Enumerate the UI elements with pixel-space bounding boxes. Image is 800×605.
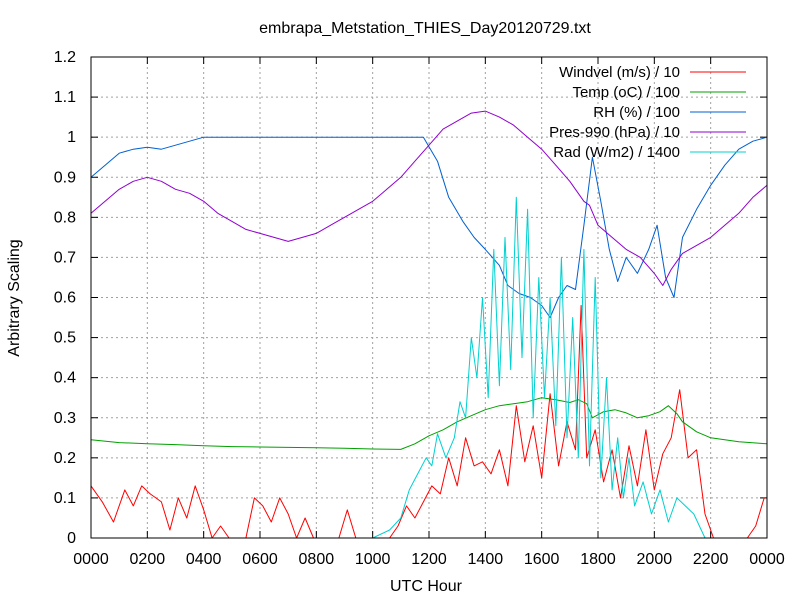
- x-tick-label: 0000: [73, 551, 109, 568]
- series-line-2: [90, 136, 768, 318]
- y-axis-label: Arbitrary Scaling: [6, 239, 23, 356]
- y-tick-label: 0.6: [54, 290, 76, 307]
- y-tick-label: 1.2: [54, 49, 76, 66]
- x-tick-label: 0200: [130, 551, 166, 568]
- y-tick-label: 0.3: [54, 410, 76, 427]
- x-tick-label: 1800: [580, 551, 616, 568]
- x-tick-label: 2200: [693, 551, 729, 568]
- x-tick-label: 1000: [355, 551, 391, 568]
- y-tick-label: 0.5: [54, 330, 76, 347]
- x-tick-label: 1400: [468, 551, 504, 568]
- x-tick-label: 2000: [637, 551, 673, 568]
- plot-frame: [90, 56, 768, 539]
- legend-label: Windvel (m/s) / 10: [559, 64, 680, 81]
- x-axis-label: UTC Hour: [390, 578, 463, 595]
- series-line-0: [90, 305, 765, 539]
- legend: Windvel (m/s) / 10 Temp (oC) / 100 RH (%) …: [549, 64, 746, 161]
- series-lines: [90, 110, 768, 539]
- y-tick-label: 0: [67, 530, 76, 547]
- axis-ticks: 0000 0200 0400 0600 0800 1000 1200 1400 1600 1800…: [54, 49, 785, 568]
- x-tick-label: 1600: [524, 551, 560, 568]
- x-tick-label: 0600: [242, 551, 278, 568]
- y-tick-label: 0.9: [54, 169, 76, 186]
- y-tick-label: 1.1: [54, 89, 76, 106]
- x-tick-label: 0800: [299, 551, 335, 568]
- legend-label: RH (%) / 100: [593, 104, 680, 121]
- x-tick-label: 1200: [411, 551, 447, 568]
- y-tick-label: 0.4: [54, 370, 76, 387]
- y-tick-label: 0.2: [54, 450, 76, 467]
- series-line-1: [90, 397, 768, 450]
- x-tick-label: 0400: [186, 551, 222, 568]
- legend-label: Temp (oC) / 100: [572, 84, 680, 101]
- y-tick-label: 0.8: [54, 209, 76, 226]
- legend-label: Rad (W/m2) / 1400: [553, 144, 680, 161]
- legend-label: Pres-990 (hPa) / 10: [549, 124, 680, 141]
- x-tick-label: 0000: [749, 551, 785, 568]
- y-tick-label: 1: [67, 129, 76, 146]
- series-line-3: [90, 110, 768, 286]
- y-tick-label: 0.1: [54, 490, 76, 507]
- chart-title: embrapa_Metstation_THIES_Day20120729.txt: [259, 20, 591, 37]
- series-line-4: [372, 196, 706, 539]
- y-tick-label: 0.7: [54, 249, 76, 266]
